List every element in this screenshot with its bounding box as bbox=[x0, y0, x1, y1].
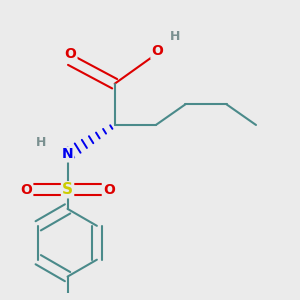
Text: S: S bbox=[62, 182, 73, 197]
Text: H: H bbox=[170, 30, 180, 43]
Text: O: O bbox=[64, 47, 76, 61]
Text: O: O bbox=[103, 183, 115, 197]
Text: N: N bbox=[62, 147, 74, 161]
Text: H: H bbox=[36, 136, 46, 149]
Text: O: O bbox=[152, 44, 163, 58]
Text: O: O bbox=[20, 183, 32, 197]
